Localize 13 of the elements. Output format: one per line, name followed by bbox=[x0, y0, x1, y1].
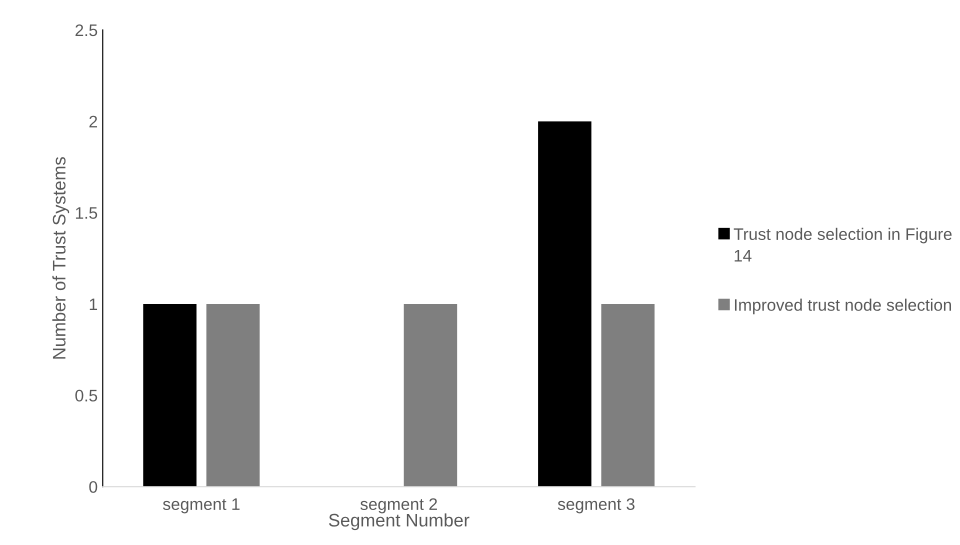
x-tick-label: segment 2 bbox=[360, 498, 437, 514]
x-axis-title: Segment Number bbox=[328, 513, 470, 530]
y-tick-label: 1 bbox=[90, 298, 98, 310]
x-tick-label: segment 3 bbox=[558, 498, 634, 514]
legend-label: Trust node selection in Figure 14 bbox=[734, 228, 952, 262]
y-tick-label: 0 bbox=[89, 481, 98, 493]
x-tick-label: segment 1 bbox=[162, 498, 240, 514]
y-tick-label: 2 bbox=[89, 116, 98, 128]
y-axis-title: Number of Trust Systems bbox=[52, 157, 70, 359]
y-tick-label: 2.5 bbox=[76, 24, 98, 36]
y-tick-label: 0.5 bbox=[75, 390, 98, 402]
y-tick-label: 1.5 bbox=[76, 207, 98, 219]
legend-label: Improved trust node selection bbox=[734, 298, 951, 314]
